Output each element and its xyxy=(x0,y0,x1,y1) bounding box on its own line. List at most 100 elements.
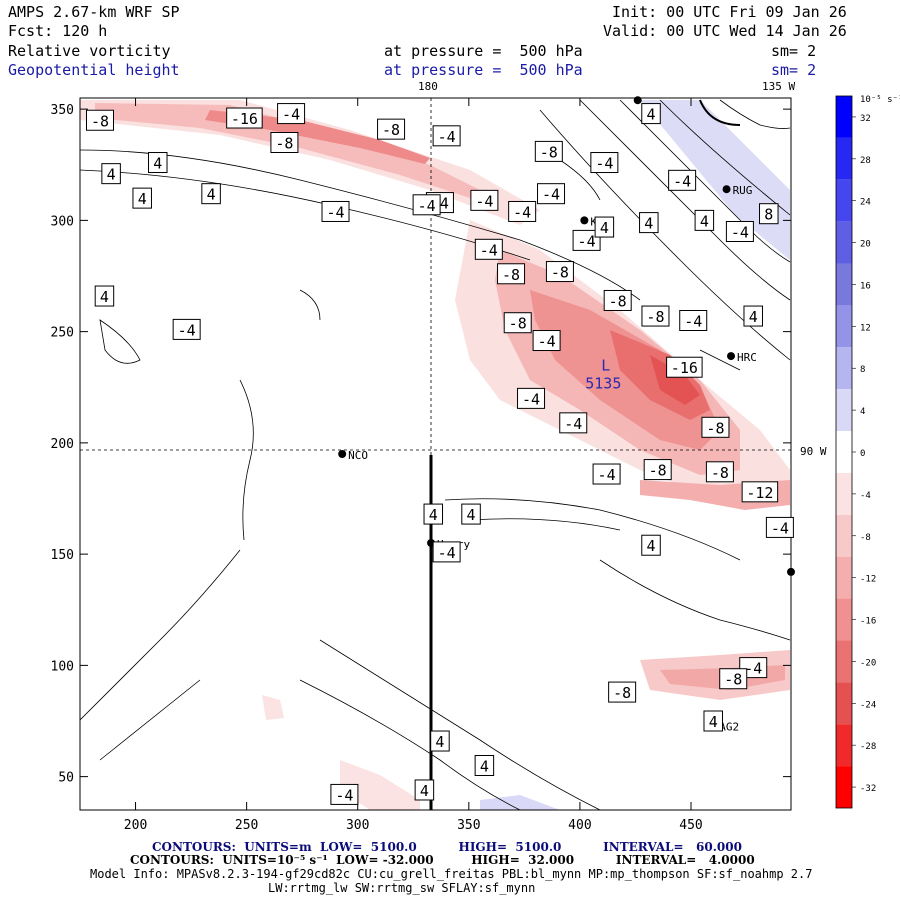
colorbar-segment xyxy=(836,682,852,725)
colorbar-frame xyxy=(835,95,853,809)
contour-label-text: -4 xyxy=(578,232,596,250)
contour-label-text: -4 xyxy=(326,203,344,221)
contour-label-text: -4 xyxy=(564,415,582,433)
colorbar-segment xyxy=(836,389,852,432)
x-tick-label: 350 xyxy=(457,818,480,833)
contour-label: -8 xyxy=(377,118,406,140)
low-center-symbol: L xyxy=(601,357,610,375)
contour-label-box xyxy=(270,132,299,153)
contour-label-text: -8 xyxy=(613,684,631,702)
contour-label-text: 4 xyxy=(429,506,438,524)
y-tick-label: 50 xyxy=(58,771,74,786)
contour-label-text: -4 xyxy=(542,186,560,204)
contour-label: -8 xyxy=(643,459,672,481)
colorbar-segment xyxy=(836,221,852,264)
contour-label: 4 xyxy=(639,212,659,234)
contour-label-box xyxy=(679,310,708,331)
colorbar-label: 24 xyxy=(860,198,871,208)
contour-label-box xyxy=(743,305,763,327)
contour-label: 4 xyxy=(474,755,495,776)
contour-label-text: 4 xyxy=(107,166,116,184)
contour-label-text: -8 xyxy=(502,266,520,284)
contour-label: -8 xyxy=(701,416,730,438)
contour-label: 4 xyxy=(461,503,481,525)
contour-label-text: 4 xyxy=(138,190,147,208)
contour-label-box xyxy=(461,503,481,525)
colorbar-segment xyxy=(836,431,852,473)
contour-label-box xyxy=(594,216,615,238)
colorbar-segment xyxy=(836,640,852,683)
footer-physics: LW:rrtmg_lw SW:rrtmg_sw SFLAY:sf_mynn xyxy=(268,881,536,895)
contour-label-box xyxy=(545,261,574,283)
colorbar-segment xyxy=(836,137,852,180)
contour-label-text: -4 xyxy=(282,106,300,124)
contour-label-box xyxy=(694,209,715,231)
contour-label-box xyxy=(666,356,703,378)
colorbar-segment xyxy=(836,766,852,808)
contour-label-box xyxy=(603,289,632,311)
colorbar-label: 28 xyxy=(860,156,871,166)
contour-label: -4 xyxy=(590,152,619,174)
colorbar-label: 32 xyxy=(860,114,871,124)
y-tick-label: 100 xyxy=(51,659,74,674)
contour-label-box xyxy=(572,229,601,251)
contour-label-box xyxy=(132,187,152,209)
contour-label: 4 xyxy=(641,534,661,556)
contour-label-text: -8 xyxy=(609,292,627,310)
contour-label: -16 xyxy=(666,356,703,378)
contour-label-text: -16 xyxy=(231,110,258,128)
colorbar: 32 28 24 20 16 12 8 4 0 -4 -8 -12 -16 -20 -24 -28 -32 xyxy=(835,95,876,809)
contour-label-box xyxy=(590,152,619,174)
colorbar-units: 10⁻⁵ s⁻¹ xyxy=(860,95,900,105)
footer-height-contours: CONTOURS: UNITS=m LOW= 5100.0 HIGH= 5100… xyxy=(152,840,742,854)
contour-label: -4 xyxy=(725,221,754,242)
contour-labels: -8-16-4-8-8-4-84444-4-4-4-44-48-4-44-4-4… xyxy=(85,103,794,805)
station-dot xyxy=(633,96,642,105)
contour-label-text: -4 xyxy=(673,172,691,190)
contour-label-text: 4 xyxy=(420,782,429,800)
contour-label: -4 xyxy=(532,330,561,352)
contour-label-box xyxy=(703,710,723,732)
contour-label-text: -4 xyxy=(595,155,613,173)
colorbar-label: -16 xyxy=(860,617,876,627)
negative-vorticity-band-north xyxy=(80,100,540,225)
contour-label-text: 4 xyxy=(700,212,709,230)
contour-label: -4 xyxy=(277,103,306,125)
contour-label-text: 8 xyxy=(764,206,773,224)
contour-label: 4 xyxy=(641,103,661,125)
contour-label-box xyxy=(741,481,779,503)
colorbar-label: 0 xyxy=(860,449,865,459)
contour-label-text: -8 xyxy=(91,112,109,130)
axis-ticks: 200 250 300 350 400 450 50 100 150 200 250 300 350 xyxy=(51,98,791,833)
y-tick-label: 300 xyxy=(51,214,74,229)
contour-label-box xyxy=(412,194,441,216)
contour-label-text: -12 xyxy=(746,484,773,502)
field2-level: at pressure = 500 hPa xyxy=(384,61,583,79)
contour-label-box xyxy=(423,503,444,525)
contour-label: -8 xyxy=(503,312,532,334)
valid-time: Valid: 00 UTC Wed 14 Jan 26 xyxy=(603,22,847,40)
contour-label: 4 xyxy=(743,305,763,327)
colorbar-label: 16 xyxy=(860,281,871,291)
colorbar-label: 4 xyxy=(860,407,865,417)
contour-label: -4 xyxy=(508,200,537,222)
contour-label: -4 xyxy=(537,183,566,205)
contour-label-text: 4 xyxy=(153,155,162,173)
contour-label-text: 4 xyxy=(100,288,109,306)
contour-label-box xyxy=(497,263,526,285)
y-tick-label: 150 xyxy=(51,548,74,563)
contour-label-box xyxy=(172,318,201,340)
contour-label-text: -8 xyxy=(509,315,527,333)
contour-label-box xyxy=(330,783,359,805)
contour-label: -8 xyxy=(608,681,637,703)
contour-label: -4 xyxy=(432,125,461,147)
contour-label: -8 xyxy=(497,263,526,285)
colorbar-segment xyxy=(836,305,852,348)
contour-label: -4 xyxy=(470,189,499,211)
contour-label: -8 xyxy=(85,109,114,131)
meridian-label-135w: 135 W xyxy=(762,80,795,93)
contour-label-text: -4 xyxy=(438,128,456,146)
contour-label: -8 xyxy=(534,140,563,162)
contour-label: -4 xyxy=(668,169,697,191)
